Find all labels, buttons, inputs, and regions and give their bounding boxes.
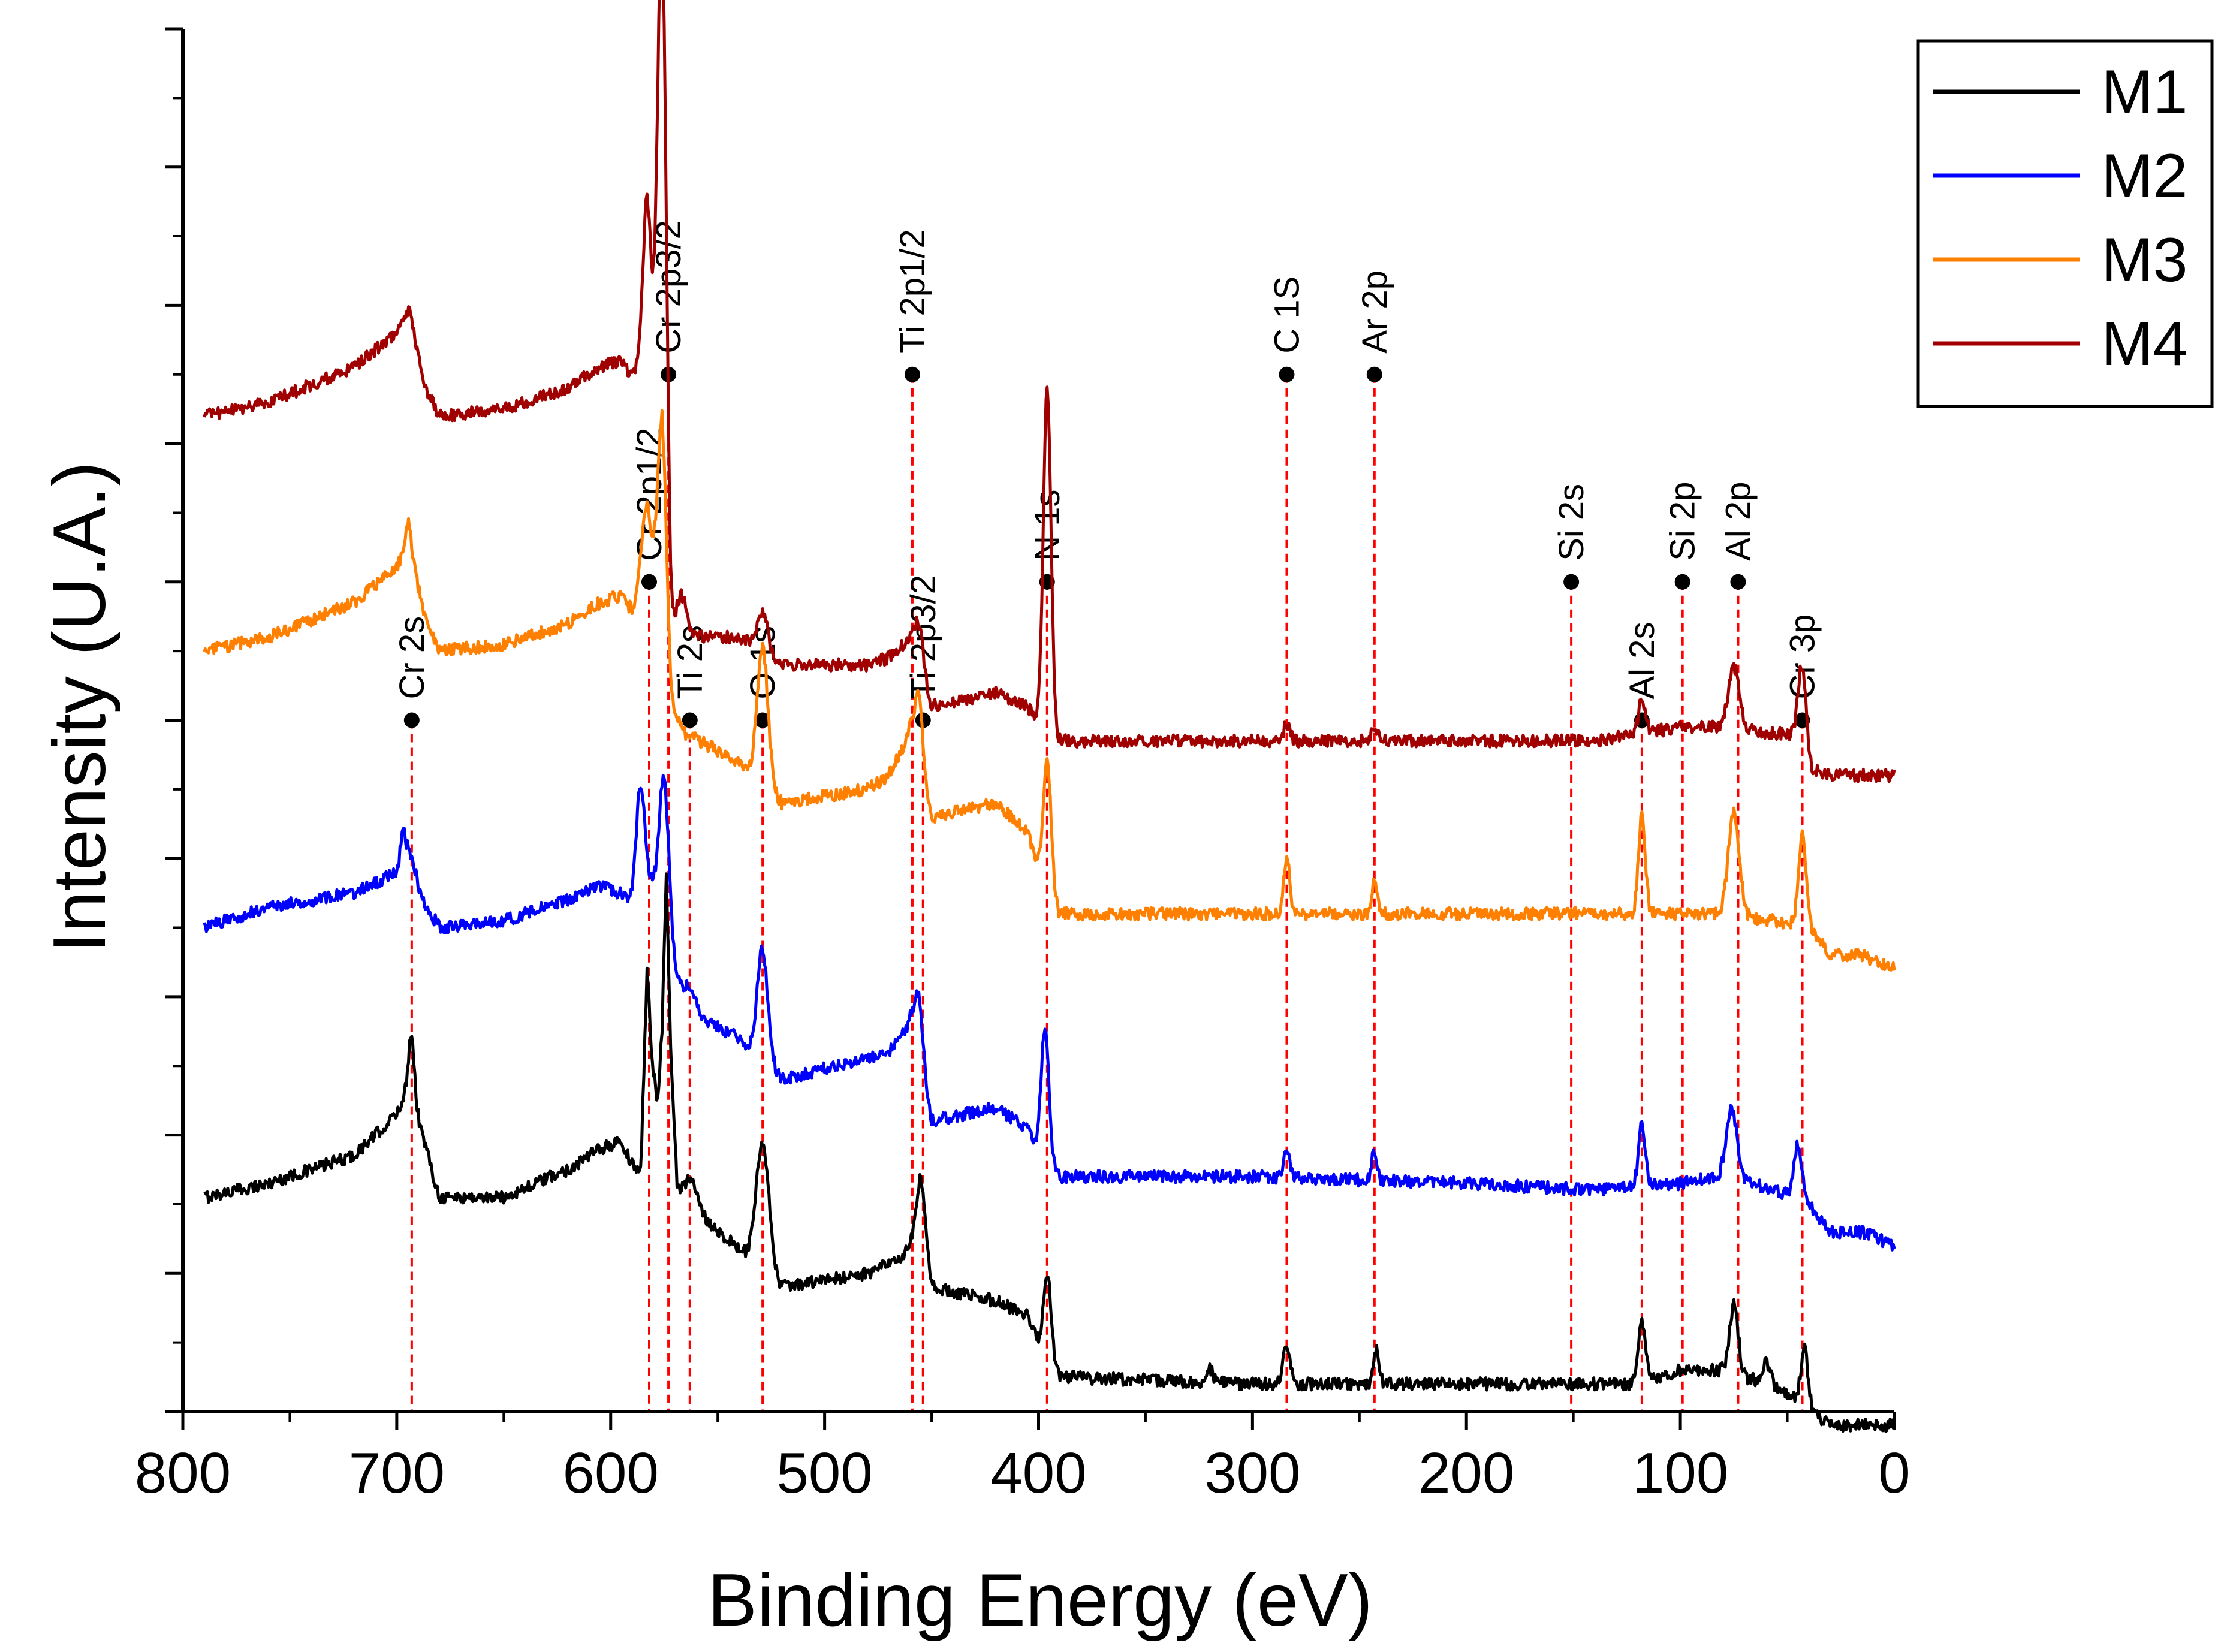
legend-entry-m4: M4 bbox=[1933, 309, 2187, 379]
spectra-series bbox=[203, 0, 1896, 1433]
peak-marker bbox=[1674, 574, 1690, 590]
peak-annotation-c-1s: C 1S bbox=[1267, 276, 1306, 1412]
x-axis-title: Binding Energy (eV) bbox=[707, 1559, 1373, 1642]
peak-marker bbox=[1730, 574, 1746, 590]
legend-entry-m2: M2 bbox=[1933, 141, 2187, 211]
x-tick-label: 400 bbox=[990, 1441, 1086, 1505]
peak-label: C 1S bbox=[1267, 276, 1306, 354]
series-line-m1 bbox=[203, 872, 1896, 1433]
series-line-m2 bbox=[203, 774, 1896, 1252]
legend-label: M3 bbox=[2101, 225, 2187, 295]
legend-entry-m1: M1 bbox=[1933, 58, 2187, 127]
peak-label: Al 2p bbox=[1719, 482, 1758, 561]
peak-marker bbox=[755, 712, 771, 728]
peak-label: Al 2s bbox=[1623, 622, 1662, 700]
legend-label: M2 bbox=[2101, 141, 2187, 211]
x-tick-label: 700 bbox=[349, 1441, 445, 1505]
peak-label: Cr 2s bbox=[393, 616, 432, 700]
x-tick-label: 200 bbox=[1418, 1441, 1514, 1505]
series-line-m4 bbox=[203, 0, 1896, 783]
peak-label: N 1s bbox=[1028, 490, 1067, 561]
peak-annotation-si-2s: Si 2s bbox=[1552, 484, 1591, 1412]
peak-label: Cr 3p bbox=[1783, 614, 1822, 700]
peak-annotation-ti-2p1-2: Ti 2p1/2 bbox=[893, 229, 932, 1412]
legend-label: M1 bbox=[2101, 58, 2187, 127]
x-tick-label: 800 bbox=[135, 1441, 231, 1505]
peak-marker bbox=[904, 366, 920, 382]
peak-label: Ar 2p bbox=[1355, 270, 1394, 354]
x-tick-label: 300 bbox=[1204, 1441, 1300, 1505]
legend-label: M4 bbox=[2101, 309, 2187, 379]
peak-marker bbox=[641, 574, 657, 590]
y-axis-title: Intensity (U.A.) bbox=[38, 462, 121, 953]
peak-annotation-cr-2s: Cr 2s bbox=[393, 616, 432, 1412]
peak-label: Si 2s bbox=[1552, 484, 1591, 561]
peak-annotation-si-2p: Si 2p bbox=[1664, 482, 1702, 1412]
axes: 800 700 600 500 400 300 200 100 0 bbox=[135, 27, 1910, 1505]
x-tick-label: 500 bbox=[777, 1441, 873, 1505]
peak-annotation-al-2p: Al 2p bbox=[1719, 482, 1758, 1412]
peak-marker bbox=[1366, 366, 1382, 382]
legend: M1 M2 M3 M4 bbox=[1916, 39, 2214, 408]
peak-annotation-ar-2p: Ar 2p bbox=[1355, 270, 1394, 1412]
peak-marker bbox=[403, 712, 420, 728]
legend-entry-m3: M3 bbox=[1933, 225, 2187, 295]
x-tick-label: 100 bbox=[1632, 1441, 1728, 1505]
series-line-m3 bbox=[203, 409, 1896, 972]
peak-marker bbox=[1279, 366, 1295, 382]
x-tick-label: 0 bbox=[1878, 1441, 1910, 1505]
peak-label: Ti 2p1/2 bbox=[893, 229, 932, 353]
peak-marker bbox=[682, 712, 698, 728]
x-tick-label: 600 bbox=[563, 1441, 659, 1505]
peak-marker bbox=[1563, 574, 1580, 590]
peak-label: Si 2p bbox=[1664, 482, 1702, 561]
